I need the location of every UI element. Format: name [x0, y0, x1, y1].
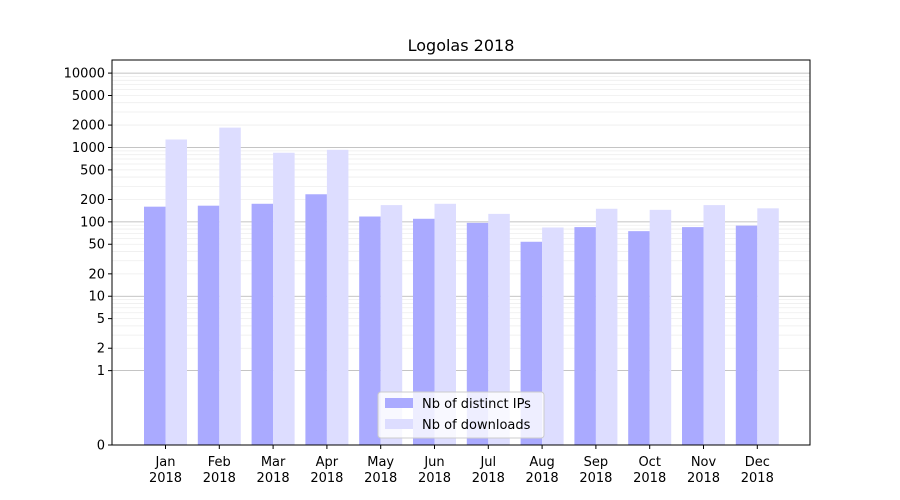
y-tick-label: 1000: [72, 141, 105, 156]
x-tick-label-month: Mar: [261, 455, 286, 470]
y-tick-label: 500: [80, 163, 105, 178]
x-tick-label-year: 2018: [472, 471, 505, 486]
y-tick-label: 50: [88, 238, 105, 253]
x-tick-label-month: Apr: [316, 455, 339, 470]
x-tick-label-year: 2018: [310, 471, 343, 486]
y-tick-label: 2000: [72, 119, 105, 134]
x-tick-label-month: Jan: [154, 455, 175, 470]
x-axis: Jan2018Feb2018Mar2018Apr2018May2018Jun20…: [149, 445, 774, 486]
legend-swatch-distinct-ips: [385, 398, 413, 408]
x-tick-label-month: Oct: [638, 455, 660, 470]
x-tick-label-year: 2018: [741, 471, 774, 486]
bar-distinct-ips: [251, 203, 274, 445]
y-tick-label: 0: [97, 439, 105, 454]
bar-downloads: [165, 139, 187, 445]
y-tick-label: 5: [97, 312, 105, 327]
x-tick-label-month: Jun: [423, 455, 444, 470]
bar-distinct-ips: [305, 194, 327, 445]
legend: Nb of distinct IPs Nb of downloads: [377, 391, 545, 439]
plot-frame: [111, 59, 811, 446]
bar-downloads: [542, 227, 564, 445]
chart-title: Logolas 2018: [408, 36, 515, 55]
x-tick-label-year: 2018: [687, 471, 720, 486]
y-tick-label: 5000: [72, 89, 105, 104]
bars: [144, 127, 779, 446]
x-tick-label-year: 2018: [633, 471, 666, 486]
y-axis: 0 1 2 5 10 20 50 100 200 500 1000 2000 5000 10000: [64, 67, 112, 454]
bar-downloads: [649, 209, 672, 445]
legend-label-downloads: Nb of downloads: [422, 418, 531, 433]
x-tick-label-month: Dec: [745, 455, 770, 470]
bar-downloads: [273, 152, 295, 446]
bar-downloads: [595, 208, 618, 445]
y-tick-label: 100: [80, 215, 105, 230]
bar-distinct-ips: [628, 231, 650, 445]
x-tick-label-year: 2018: [149, 471, 182, 486]
y-tick-label: 10: [88, 290, 105, 305]
y-tick-label: 1: [97, 364, 105, 379]
x-tick-label-year: 2018: [364, 471, 397, 486]
x-tick-label-year: 2018: [203, 471, 236, 486]
legend-label-distinct-ips: Nb of distinct IPs: [422, 397, 531, 412]
bar-distinct-ips: [144, 206, 166, 445]
x-tick-label-year: 2018: [418, 471, 451, 486]
x-tick-label-month: Feb: [208, 455, 231, 470]
y-tick-label: 2: [97, 342, 105, 357]
bar-distinct-ips: [682, 227, 704, 445]
bar-distinct-ips: [197, 205, 220, 445]
bar-downloads: [326, 149, 349, 445]
bar-downloads: [488, 213, 510, 445]
bar-distinct-ips: [735, 225, 758, 445]
bar-downloads: [434, 203, 456, 445]
bar-downloads: [380, 205, 403, 445]
x-tick-label-year: 2018: [526, 471, 559, 486]
bar-downloads: [219, 127, 241, 446]
x-tick-label-year: 2018: [579, 471, 612, 486]
legend-box: [377, 391, 545, 439]
legend-swatch-downloads: [385, 419, 413, 429]
x-tick-label-month: Jul: [479, 455, 496, 470]
bar-distinct-ips: [359, 216, 381, 445]
bar-distinct-ips: [466, 222, 489, 445]
y-tick-label: 20: [88, 267, 105, 282]
x-tick-label-month: Aug: [529, 455, 554, 470]
x-tick-label-month: May: [367, 455, 394, 470]
bar-distinct-ips: [574, 227, 596, 445]
y-tick-label: 10000: [64, 67, 105, 82]
bar-downloads: [757, 208, 779, 445]
x-tick-label-month: Sep: [584, 455, 609, 470]
bar-downloads: [703, 205, 725, 445]
x-tick-label-year: 2018: [257, 471, 290, 486]
bar-distinct-ips: [413, 218, 435, 445]
y-tick-label: 200: [80, 193, 105, 208]
x-tick-label-month: Nov: [691, 455, 717, 470]
